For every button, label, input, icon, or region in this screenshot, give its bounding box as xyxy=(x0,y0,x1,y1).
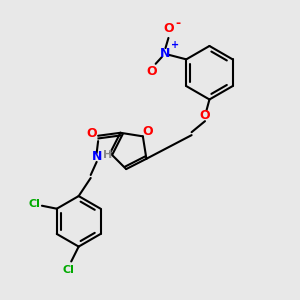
Text: Cl: Cl xyxy=(28,199,40,209)
Text: O: O xyxy=(163,22,174,34)
Text: O: O xyxy=(146,65,157,78)
Text: N: N xyxy=(160,47,171,60)
Text: O: O xyxy=(142,125,153,138)
Text: O: O xyxy=(200,109,210,122)
Text: Cl: Cl xyxy=(62,266,74,275)
Text: H: H xyxy=(103,150,112,160)
Text: O: O xyxy=(86,127,97,140)
Text: N: N xyxy=(92,150,102,163)
Text: +: + xyxy=(171,40,179,50)
Text: -: - xyxy=(176,16,181,30)
